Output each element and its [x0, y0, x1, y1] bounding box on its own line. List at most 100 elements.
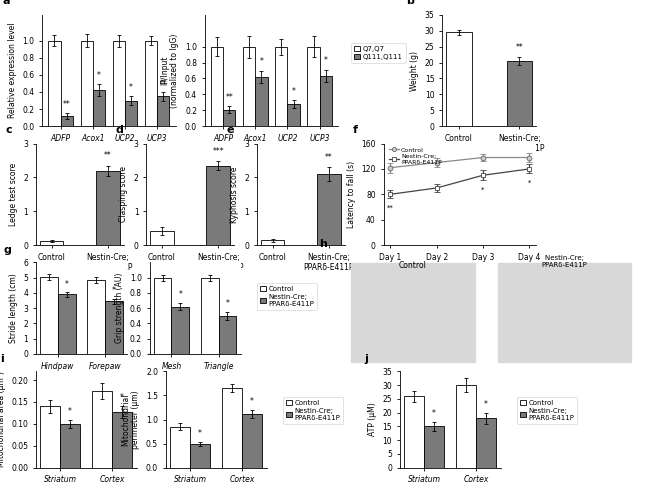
- Legend: Control, Nestin-Cre;
PPARδ-E411P: Control, Nestin-Cre; PPARδ-E411P: [517, 397, 577, 424]
- Text: *: *: [65, 280, 69, 289]
- Bar: [153, 278, 172, 354]
- Text: *: *: [68, 407, 72, 416]
- Bar: [222, 388, 242, 468]
- Text: *: *: [129, 83, 133, 92]
- Bar: [40, 277, 58, 354]
- Bar: [211, 47, 223, 126]
- Bar: [447, 32, 472, 126]
- Bar: [81, 41, 93, 126]
- Bar: [92, 391, 112, 468]
- Legend: Control, Nestin-Cre;
PPARδ-E411P: Control, Nestin-Cre; PPARδ-E411P: [283, 397, 343, 424]
- Bar: [223, 109, 235, 126]
- Bar: [261, 240, 284, 245]
- Text: *: *: [484, 400, 488, 409]
- Bar: [157, 96, 170, 126]
- Text: *: *: [259, 57, 263, 66]
- Text: **: **: [104, 151, 112, 160]
- Y-axis label: Mitochondrial
perimeter (μm): Mitochondrial perimeter (μm): [121, 390, 140, 449]
- Bar: [170, 427, 190, 468]
- Bar: [105, 301, 123, 354]
- Text: *: *: [482, 187, 485, 193]
- Bar: [243, 47, 255, 126]
- Bar: [58, 295, 75, 354]
- Text: ***: ***: [213, 147, 224, 156]
- Bar: [172, 306, 189, 354]
- Bar: [506, 61, 532, 126]
- Bar: [476, 418, 496, 468]
- Bar: [255, 77, 268, 126]
- Bar: [125, 100, 137, 126]
- Legend: Q7,Q7, Q111,Q111: Q7,Q7, Q111,Q111: [351, 43, 406, 63]
- Text: f: f: [353, 125, 358, 136]
- Text: *: *: [324, 56, 328, 65]
- Text: *: *: [179, 290, 183, 299]
- Text: **: **: [515, 43, 523, 51]
- Bar: [93, 90, 105, 126]
- Text: e: e: [226, 125, 233, 136]
- Text: Control: Control: [399, 260, 427, 270]
- Bar: [60, 116, 73, 126]
- Text: *: *: [120, 394, 124, 402]
- Bar: [218, 316, 237, 354]
- Bar: [242, 414, 262, 468]
- Y-axis label: Latency to fall (s): Latency to fall (s): [347, 161, 356, 228]
- Bar: [40, 241, 63, 245]
- Text: **: **: [325, 153, 333, 162]
- Bar: [60, 424, 80, 468]
- Text: a: a: [2, 0, 10, 6]
- Bar: [456, 385, 476, 468]
- Text: g: g: [4, 245, 12, 255]
- Bar: [317, 174, 341, 245]
- Y-axis label: Ledge test score: Ledge test score: [8, 163, 18, 226]
- Text: b: b: [406, 0, 414, 6]
- Bar: [320, 76, 332, 126]
- Text: *: *: [528, 180, 531, 186]
- Bar: [201, 278, 218, 354]
- Bar: [207, 165, 230, 245]
- Bar: [307, 47, 320, 126]
- Text: *: *: [97, 71, 101, 80]
- Y-axis label: Clasping score: Clasping score: [119, 166, 128, 222]
- Bar: [87, 280, 105, 354]
- Bar: [350, 263, 475, 362]
- Bar: [190, 444, 210, 468]
- Bar: [404, 396, 424, 468]
- Y-axis label: Grip strength (AU): Grip strength (AU): [115, 273, 124, 344]
- Text: *: *: [250, 397, 254, 406]
- Bar: [150, 231, 174, 245]
- Text: i: i: [1, 353, 5, 364]
- Text: **: **: [387, 204, 394, 210]
- Bar: [112, 412, 132, 468]
- Y-axis label: Mitochondrial area (μm²): Mitochondrial area (μm²): [0, 372, 6, 467]
- Y-axis label: Kyphosis score: Kyphosis score: [229, 166, 239, 223]
- Text: **: **: [159, 79, 167, 88]
- Bar: [287, 104, 300, 126]
- Bar: [40, 406, 60, 468]
- Bar: [96, 171, 120, 245]
- Text: **: **: [226, 93, 233, 102]
- Y-axis label: IP/Input
(normalized to IgG): IP/Input (normalized to IgG): [160, 33, 179, 108]
- Y-axis label: Weight (g): Weight (g): [410, 50, 419, 91]
- Text: c: c: [5, 125, 12, 136]
- Legend: Control, Nestin-Cre;
PPARδ-E411P: Control, Nestin-Cre; PPARδ-E411P: [387, 145, 444, 167]
- Text: j: j: [365, 353, 369, 364]
- Y-axis label: Relative expression level: Relative expression level: [8, 23, 17, 118]
- Text: *: *: [226, 299, 229, 308]
- Bar: [112, 41, 125, 126]
- Text: **: **: [63, 100, 71, 109]
- Bar: [145, 41, 157, 126]
- Text: *: *: [198, 429, 202, 438]
- Bar: [275, 47, 287, 126]
- Bar: [48, 41, 60, 126]
- Bar: [498, 263, 631, 362]
- Legend: Control, Nestin-Cre;
PPARδ-E411P: Control, Nestin-Cre; PPARδ-E411P: [257, 283, 317, 310]
- Y-axis label: ATP (μM): ATP (μM): [368, 402, 377, 437]
- Text: h: h: [318, 239, 327, 249]
- Text: *: *: [432, 409, 436, 418]
- Y-axis label: Stride length (cm): Stride length (cm): [8, 273, 18, 343]
- Text: *: *: [292, 87, 296, 96]
- Text: d: d: [116, 125, 124, 136]
- Text: *: *: [112, 286, 116, 295]
- Bar: [424, 426, 444, 468]
- Text: Nestin-​Cre;
PPARδ-E411P: Nestin-​Cre; PPARδ-E411P: [541, 255, 588, 268]
